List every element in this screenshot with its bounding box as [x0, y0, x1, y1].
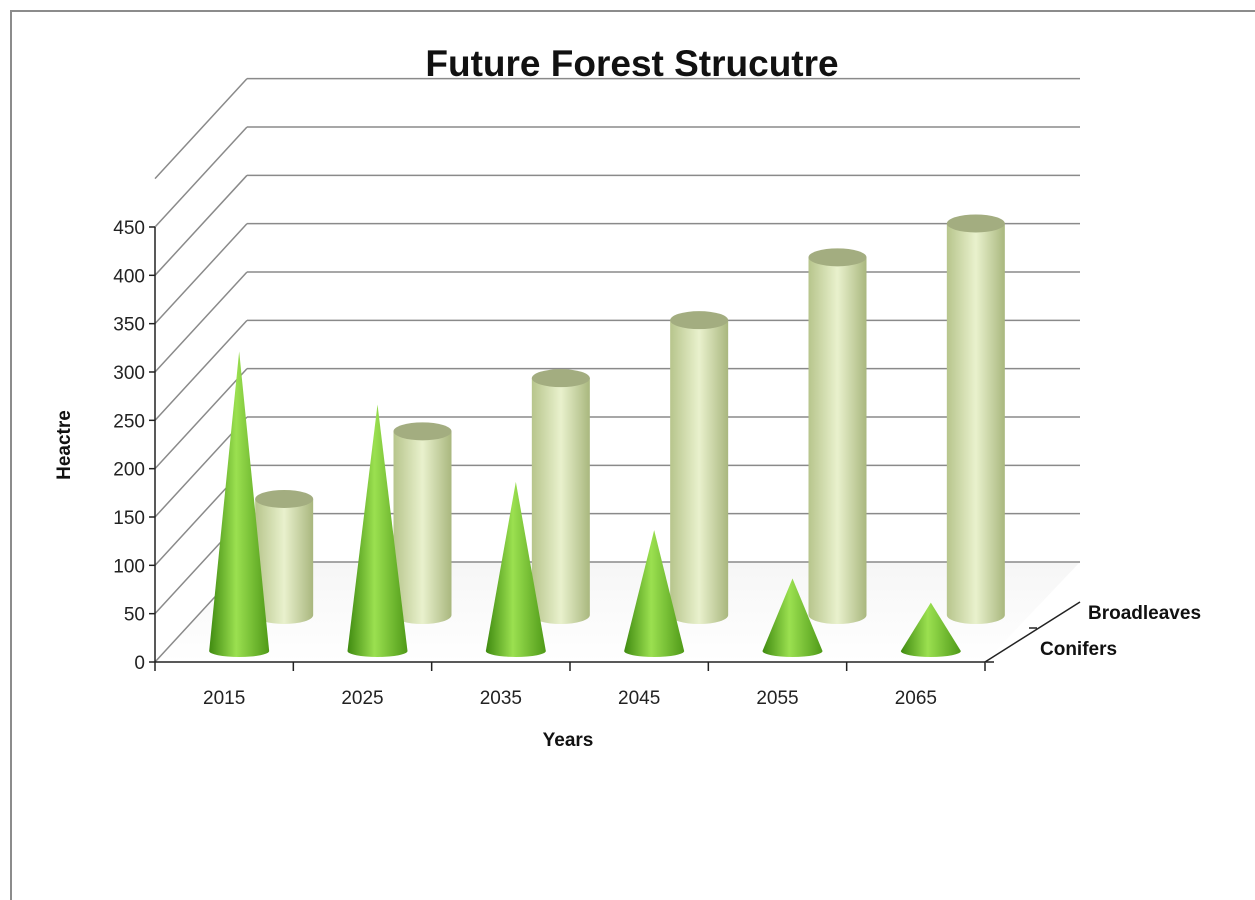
- conifers-bar: [762, 578, 823, 657]
- gridline-side: [154, 78, 248, 180]
- chart-frame: [10, 10, 1255, 900]
- x-tick-label: 2065: [895, 688, 937, 709]
- y-tick-label: 200: [113, 460, 145, 481]
- conifers-bar: [485, 481, 546, 657]
- y-tick-label: 300: [113, 363, 145, 384]
- broadleaves-bar: [670, 320, 729, 624]
- broadleaves-bar: [531, 378, 590, 624]
- broadleaves-bar-top: [531, 369, 590, 388]
- y-tick-label: 50: [124, 605, 145, 626]
- conifers-bar: [624, 530, 685, 657]
- x-tick-label: 2015: [203, 688, 245, 709]
- broadleaves-bar: [946, 223, 1005, 624]
- y-tick-label: 450: [113, 218, 145, 239]
- series-label: Broadleaves: [1088, 603, 1201, 624]
- y-tick-label: 150: [113, 508, 145, 529]
- gridline-side: [154, 174, 248, 276]
- gridline-side: [154, 126, 248, 228]
- broadleaves-bar: [255, 498, 314, 624]
- y-axis-title: Heactre: [54, 410, 75, 480]
- marks-layer: [209, 214, 1005, 657]
- y-tick-label: 400: [113, 266, 145, 287]
- conifers-bar: [347, 404, 408, 657]
- series-label: Conifers: [1040, 639, 1117, 660]
- conifers-bar: [209, 351, 270, 657]
- broadleaves-bar: [393, 431, 452, 624]
- y-tick-label: 350: [113, 315, 145, 336]
- depth-axis-line: [984, 601, 1081, 663]
- conifers-bar: [900, 602, 961, 657]
- x-tick-label: 2055: [756, 688, 798, 709]
- broadleaves-bar-top: [670, 311, 729, 330]
- x-tick-layer: 2015 2025 2035 2045 2055 2065: [154, 661, 986, 709]
- x-tick-label: 2045: [618, 688, 660, 709]
- series-label-layer: Conifers Broadleaves: [986, 603, 1201, 663]
- broadleaves-bar-top: [255, 489, 314, 508]
- broadleaves-bar-top: [808, 248, 867, 267]
- broadleaves-bar-top: [393, 422, 452, 441]
- broadleaves-bar-top: [946, 214, 1005, 233]
- y-tick-label: 0: [134, 653, 145, 674]
- broadleaves-bar: [808, 257, 867, 624]
- gridline-side: [154, 368, 248, 470]
- x-tick-label: 2035: [480, 688, 522, 709]
- y-tick-label: 250: [113, 411, 145, 432]
- chart-title: Future Forest Strucutre: [425, 43, 838, 84]
- gridline-side: [154, 223, 248, 325]
- gridline-side: [154, 319, 248, 421]
- y-tick-label: 100: [113, 556, 145, 577]
- y-tick-layer: 0 50 100 150 200 250 300 350 400 450: [113, 218, 155, 674]
- x-axis-title: Years: [543, 730, 594, 751]
- x-tick-label: 2025: [341, 688, 383, 709]
- gridline-side: [154, 271, 248, 373]
